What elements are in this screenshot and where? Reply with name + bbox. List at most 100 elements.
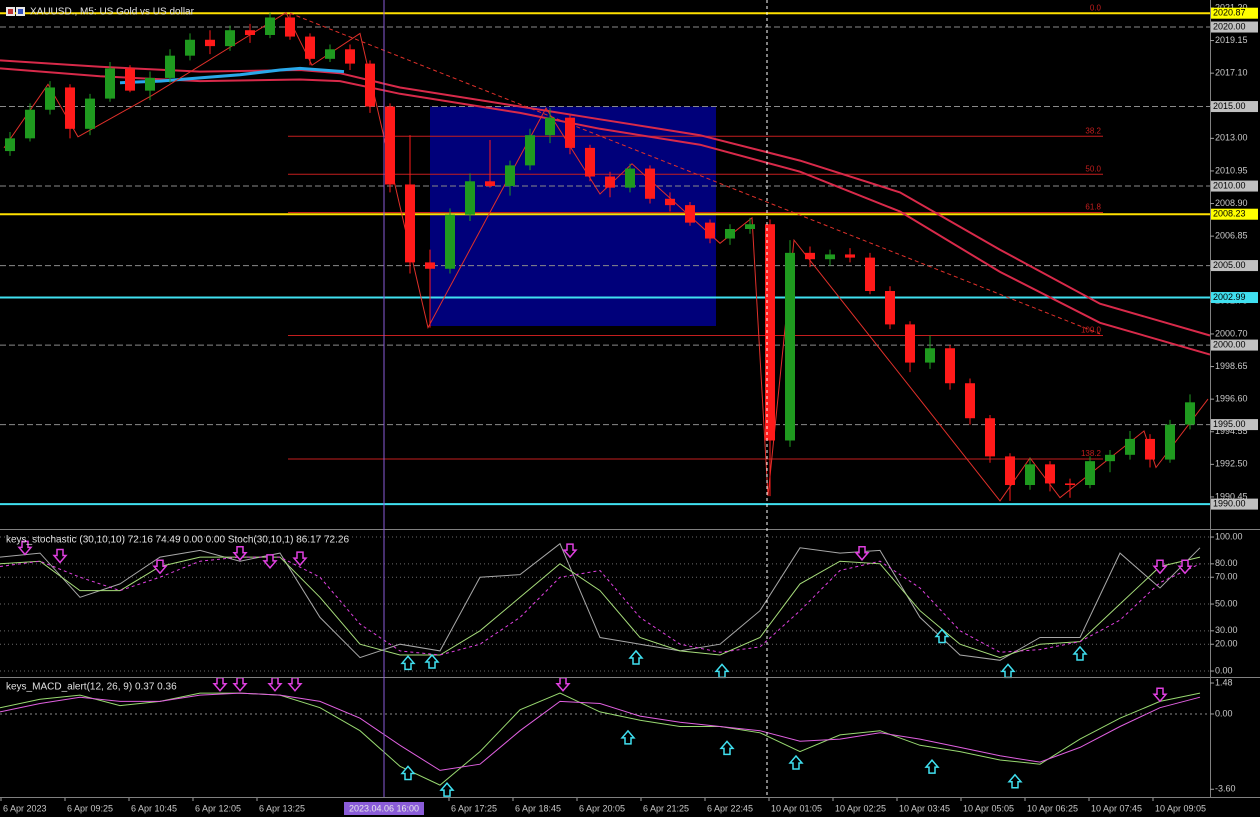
candle-body <box>685 205 695 223</box>
candle-body <box>885 291 895 325</box>
x-tick-label: 10 Apr 07:45 <box>1091 803 1142 813</box>
price-tag <box>1211 180 1258 192</box>
symbol-icon <box>6 7 25 16</box>
candle-body <box>985 418 995 457</box>
price-tag-label: 2008.23 <box>1213 209 1246 219</box>
y-tick-label: 100.00 <box>1215 531 1243 541</box>
indicator-line <box>0 692 1201 771</box>
signal-arrow <box>212 677 228 692</box>
signal-arrow <box>262 554 278 569</box>
candle-body <box>1105 454 1115 462</box>
indicator-line <box>0 542 1201 661</box>
y-tick-label: 50.00 <box>1215 598 1238 608</box>
y-tick-label: 1992.50 <box>1215 459 1248 469</box>
signal-arrow <box>292 551 308 567</box>
signal-arrow <box>232 546 248 561</box>
candle-body <box>745 224 755 229</box>
signal-arrow <box>620 729 636 745</box>
y-tick-label: 2019.15 <box>1215 35 1248 45</box>
candle-body <box>1025 464 1035 486</box>
x-tick-label: 10 Apr 03:45 <box>899 803 950 813</box>
candle-body <box>565 117 575 148</box>
y-tick-label: 2010.95 <box>1215 165 1248 175</box>
signal-arrow <box>1000 663 1016 679</box>
y-tick-label: 20.00 <box>1215 639 1238 649</box>
indicator-line <box>0 556 1201 659</box>
candle-body <box>645 168 655 199</box>
y-tick-label: 70.00 <box>1215 572 1238 582</box>
fib-label: 50.0 <box>1085 164 1101 173</box>
signal-arrow <box>424 653 440 669</box>
candle-body <box>405 184 415 263</box>
y-tick-label: 30.00 <box>1215 625 1238 635</box>
signal-arrow <box>628 649 644 665</box>
candle-body <box>585 147 595 177</box>
candle-body <box>45 87 55 110</box>
icon-part <box>8 9 13 14</box>
candle-body <box>1085 461 1095 486</box>
signal-arrow <box>267 677 283 692</box>
x-tick-label: 6 Apr 18:45 <box>515 803 561 813</box>
signal-arrow <box>788 754 804 770</box>
candle-body <box>365 63 375 107</box>
y-tick-label: 1990.45 <box>1215 491 1248 501</box>
candle-body <box>445 214 455 269</box>
candle-body <box>905 324 915 363</box>
candle-body <box>665 198 675 206</box>
x-tick-label: 6 Apr 21:25 <box>643 803 689 813</box>
x-tick-label: 6 Apr 17:25 <box>451 803 497 813</box>
y-tick-label: 2006.85 <box>1215 231 1248 241</box>
x-tick-label: 6 Apr 2023 <box>3 803 47 813</box>
candle-body <box>1145 438 1155 460</box>
y-tick-label: 80.00 <box>1215 558 1238 568</box>
chart-title: XAUUSD., M5: US Gold vs US dollar <box>30 7 195 18</box>
price-tag-label: 2010.00 <box>1213 180 1246 190</box>
indicator-line <box>119 66 345 85</box>
signal-arrow <box>1007 773 1023 789</box>
candle-body <box>285 17 295 37</box>
price-tag <box>1211 208 1258 220</box>
x-tick-label: 10 Apr 06:25 <box>1027 803 1078 813</box>
indicator-title: keys_stochastic (30,10,10) 72.16 74.49 0… <box>6 535 349 546</box>
signal-arrow <box>1177 559 1193 575</box>
signal-arrow <box>924 759 940 774</box>
indicator-title: keys_MACD_alert(12, 26, 9) 0.37 0.36 <box>6 682 177 693</box>
candle-body <box>305 36 315 59</box>
x-tick-label: 10 Apr 09:05 <box>1155 803 1206 813</box>
candle-body <box>725 228 735 239</box>
signal-arrow <box>439 782 455 797</box>
y-tick-label: 1994.55 <box>1215 426 1248 436</box>
candle-body <box>185 39 195 56</box>
candle-body <box>1165 424 1175 460</box>
y-tick-label: 2008.90 <box>1215 198 1248 208</box>
x-tick-label: 10 Apr 02:25 <box>835 803 886 813</box>
candle-body <box>245 30 255 35</box>
cursor-time-label: 2023.04.06 16:00 <box>349 803 419 813</box>
candle-body <box>625 168 635 188</box>
signal-arrow <box>719 740 735 756</box>
candle-body <box>425 262 435 269</box>
signal-arrow <box>1152 559 1168 575</box>
x-tick-label: 6 Apr 09:25 <box>67 803 113 813</box>
candle-body <box>465 181 475 215</box>
cursor-time-box <box>344 802 424 815</box>
candle-body <box>1005 456 1015 486</box>
candle-body <box>545 117 555 136</box>
indicator-line <box>289 12 1101 335</box>
candle-body <box>1065 483 1075 486</box>
y-tick-label: 2017.10 <box>1215 68 1248 78</box>
candle-body <box>505 165 515 187</box>
candle-body <box>925 348 935 363</box>
signal-arrow <box>714 663 730 679</box>
candle-body <box>65 87 75 129</box>
y-tick-label: 1.48 <box>1215 677 1233 687</box>
fib-label: 0.0 <box>1090 3 1102 12</box>
candle-body <box>825 254 835 260</box>
price-tag <box>1211 339 1258 351</box>
signal-arrow <box>400 765 416 781</box>
price-tag <box>1211 260 1258 272</box>
price-tag-label: 2020.87 <box>1213 8 1246 18</box>
